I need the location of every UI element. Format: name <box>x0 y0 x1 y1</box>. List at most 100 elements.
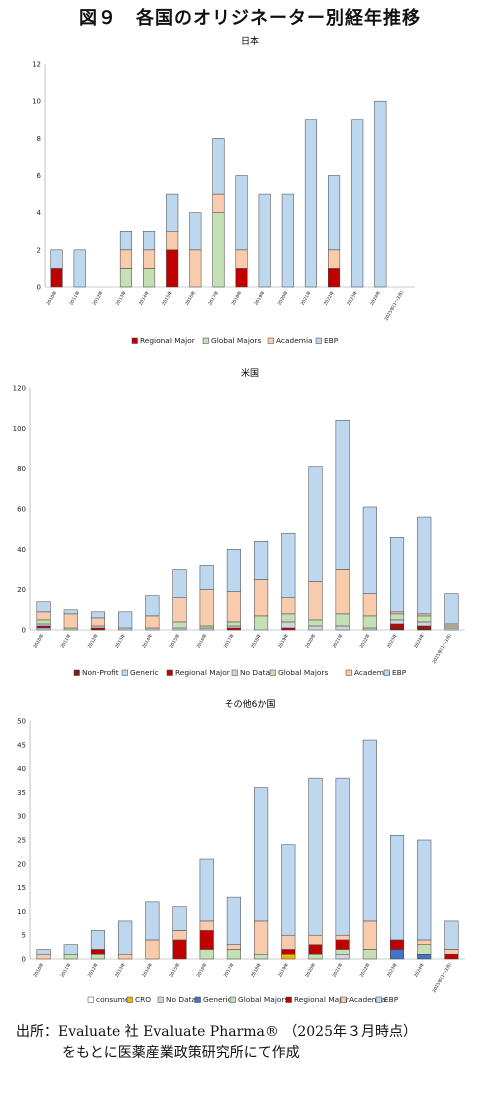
bar-segment <box>417 627 432 631</box>
bar-segment <box>389 834 405 941</box>
bar-segment <box>362 593 377 617</box>
y-tick-label: 0 <box>22 956 26 964</box>
x-tick-label: 2018年 <box>249 961 263 979</box>
bar-segment <box>304 119 317 288</box>
x-tick-label: 2025年(1～3月) <box>430 961 453 994</box>
bar-segment <box>226 949 241 960</box>
y-tick-label: 0 <box>22 627 26 635</box>
bar-segment <box>389 949 405 960</box>
x-tick-label: 2019年 <box>276 961 290 979</box>
bar-segment <box>36 953 51 960</box>
bar-segment <box>199 589 214 627</box>
bar-segment <box>258 193 271 288</box>
x-tick-label: 2014年 <box>140 632 154 650</box>
bar-segment <box>36 625 51 629</box>
bar-segment <box>145 627 160 631</box>
legend-swatch <box>231 669 238 676</box>
bar-segment <box>281 532 296 598</box>
y-tick-label: 4 <box>37 209 42 217</box>
chart-1: 日本 0 2 4 6 8 10 12 2010年 2011年 2012年 2013年 2014年 2015… <box>32 35 415 345</box>
bar-segment <box>199 920 214 931</box>
bar-segment <box>166 231 179 251</box>
x-tick-label: 2019年 <box>276 632 290 650</box>
bar-segment <box>351 119 364 288</box>
bar-segment <box>308 944 323 955</box>
bar-segment <box>281 844 296 936</box>
bar-segment <box>362 949 377 960</box>
bar-segment <box>166 249 179 288</box>
x-tick-label: 2014年 <box>137 289 151 307</box>
bar-segment <box>254 541 269 580</box>
figure-title: 図９ 各国のオリジネーター別経年推移 <box>79 8 421 29</box>
bar-segment <box>235 268 248 288</box>
bar-segment <box>63 613 78 629</box>
bar-segment <box>308 466 323 582</box>
x-tick-label: 2013年 <box>113 961 127 979</box>
x-tick-label: 2023年 <box>345 289 359 307</box>
legend-label: Global Majors <box>211 336 261 345</box>
bar-segment <box>335 939 350 950</box>
bar-segment <box>362 627 377 631</box>
x-tick-label: 2017年 <box>222 961 236 979</box>
bar-segment <box>335 420 350 570</box>
bar-segment <box>281 627 296 631</box>
bar-segment <box>389 613 405 621</box>
bar-segment <box>172 906 187 931</box>
bar-segment <box>281 953 296 960</box>
x-tick-label: 2017年 <box>206 289 220 307</box>
bar-segment <box>119 249 132 269</box>
bar-segment <box>328 175 341 251</box>
bar-segment <box>389 619 405 625</box>
bar-segment <box>189 212 202 251</box>
legend-label: Global Majors <box>278 668 328 677</box>
bar-segment <box>374 100 387 288</box>
bar-segment <box>335 777 350 936</box>
bar-segment <box>226 896 241 945</box>
legend-swatch <box>315 337 322 344</box>
bar-segment <box>444 623 459 627</box>
x-tick-label: 2012年 <box>86 961 100 979</box>
bar-segment <box>145 595 160 617</box>
bar-segment <box>50 249 63 269</box>
bar-segment <box>199 930 214 950</box>
bar-segment <box>212 138 225 195</box>
x-tick-label: 2024年 <box>412 961 426 979</box>
bar-segment <box>254 953 269 960</box>
x-tick-label: 2013年 <box>114 289 128 307</box>
legend-swatch <box>157 996 164 1003</box>
bar-segment <box>199 949 214 960</box>
bar-segment <box>389 623 405 629</box>
x-tick-label: 2022年 <box>322 289 336 307</box>
x-tick-label: 2015年 <box>167 961 181 979</box>
bar-segment <box>417 615 432 623</box>
bar-segment <box>389 536 405 613</box>
y-tick-label: 60 <box>17 506 26 514</box>
bar-segment <box>335 625 350 631</box>
legend-swatch <box>202 337 209 344</box>
legend-swatch <box>229 996 236 1003</box>
bar-segment <box>172 621 187 629</box>
y-tick-label: 5 <box>22 932 26 940</box>
bar-segment <box>417 516 432 615</box>
bar-segment <box>335 569 350 615</box>
bar-segment <box>254 615 269 631</box>
bar-segment <box>63 944 78 955</box>
x-tick-label: 2015年 <box>167 632 181 650</box>
bar-segment <box>308 777 323 936</box>
bar-segment <box>36 949 51 955</box>
y-tick-label: 45 <box>17 741 26 749</box>
bar-segment <box>189 249 202 288</box>
legend-swatch <box>131 337 138 344</box>
bar-segment <box>172 627 187 631</box>
bar-segment <box>90 949 106 955</box>
bar-segment <box>417 953 432 960</box>
bar-segment <box>199 625 214 629</box>
bar-segment <box>145 615 160 629</box>
x-tick-label: 2017年 <box>222 632 236 650</box>
legend-swatch <box>269 669 276 676</box>
legend-label: No Data <box>166 995 196 1004</box>
legend-label: consumer <box>96 995 134 1004</box>
legend-label: Generic <box>203 995 232 1004</box>
bar-segment <box>444 593 459 625</box>
bar-segment <box>281 934 296 950</box>
